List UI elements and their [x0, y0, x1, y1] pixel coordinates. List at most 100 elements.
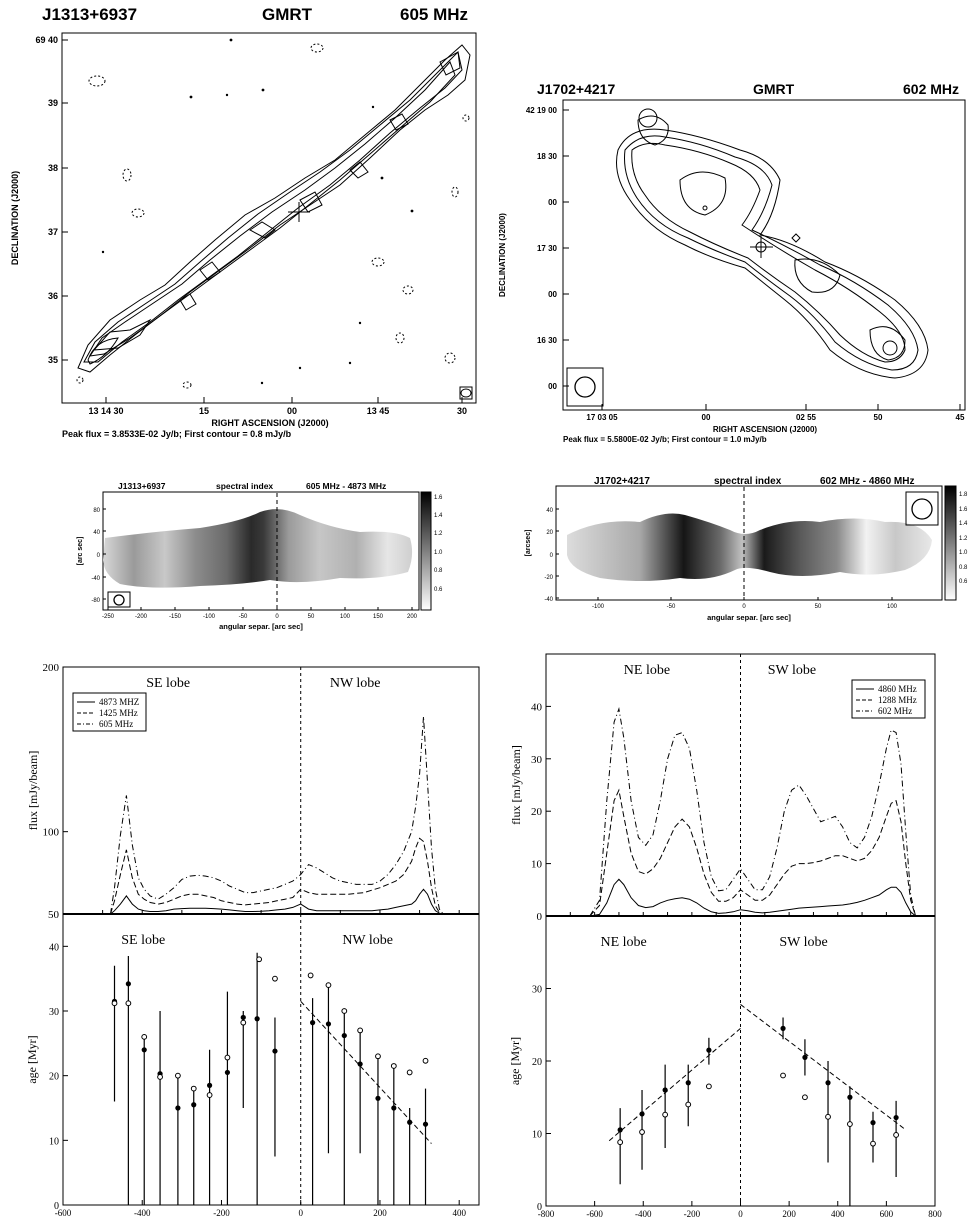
filled-point: [341, 1032, 347, 1039]
map-left-xtick-label: 13 14 30: [88, 406, 123, 416]
lobe-label: SW lobe: [768, 663, 816, 678]
filled-point: [272, 1048, 278, 1054]
legend-box: [851, 679, 926, 719]
open-point: [685, 1101, 692, 1108]
y-tick-label: 20: [49, 1072, 59, 1083]
map-right-beam-box: [566, 367, 604, 407]
map-right-telescope: GMRT: [753, 81, 795, 97]
spix-left-colorbar: [420, 491, 432, 611]
filled-point: [254, 1016, 260, 1022]
filled-point: [191, 1102, 197, 1108]
x-tick-label: 0: [298, 1208, 303, 1218]
spix-right-colorbar: [944, 485, 957, 601]
filled-point: [802, 1054, 808, 1060]
spix-right-map: [567, 513, 932, 581]
spectral-index-left: J1313+6937 spectral index 605 MHz - 4873…: [77, 481, 443, 631]
open-point: [141, 1033, 148, 1040]
spix-right-ytick-label: 20: [546, 530, 553, 536]
spix-left-ytick-label: 80: [93, 508, 100, 514]
y-axis-label: age [Myr]: [508, 1037, 522, 1085]
spix-left-beam: [113, 594, 125, 606]
y-tick-label: 40: [49, 942, 59, 953]
open-point: [390, 1063, 397, 1069]
map-right-ytick-label: 17 30: [537, 244, 558, 253]
open-point: [256, 956, 263, 963]
map-left-xtick-label: 00: [287, 406, 297, 416]
map-left-source: J1313+6937: [42, 5, 137, 24]
spix-right-source: J1702+4217: [594, 476, 650, 487]
map-left-ytick-label: 38: [48, 163, 58, 173]
y-tick-label: 30: [531, 754, 543, 766]
filled-point: [422, 1121, 429, 1127]
spix-right-frame: [555, 485, 943, 601]
map-right-contours: [616, 108, 929, 379]
map-left-ytick-label: 37: [48, 227, 58, 237]
y-tick-label: 10: [531, 859, 543, 871]
filled-point: [206, 1082, 213, 1088]
filled-point: [325, 1021, 332, 1027]
map-right-xtick-label: 45: [956, 413, 965, 422]
spix-left-xtick-label: -50: [239, 614, 248, 620]
x-tick-label: 400: [831, 1209, 845, 1218]
open-point: [705, 1083, 712, 1090]
filled-point: [847, 1094, 853, 1100]
x-tick-label: 0: [738, 1209, 743, 1218]
legend-label: 602 MHz: [878, 706, 912, 716]
series-line: [589, 707, 916, 917]
spix-left-xtick-label: 200: [407, 614, 418, 620]
map-left-specks: [101, 38, 414, 385]
open-point: [272, 975, 278, 982]
open-point: [375, 1053, 381, 1060]
open-point: [357, 1027, 364, 1034]
spix-right-colorbar-label: 0.8: [959, 565, 968, 571]
map-left-footer: Peak flux = 3.8533E-02 Jy/b; First conto…: [62, 429, 292, 439]
spix-left-xtick-label: -100: [203, 614, 216, 620]
map-right-ytick-label: 18 30: [537, 152, 558, 161]
open-point: [639, 1129, 645, 1135]
radio-map-right: J1702+4217 GMRT 602 MHz 42 19 00 18 30 00 1…: [498, 81, 966, 444]
open-point: [825, 1113, 831, 1120]
open-point: [174, 1072, 181, 1079]
spix-left-colorbar-label: 0.6: [434, 587, 443, 593]
lobe-label: NE lobe: [624, 663, 670, 678]
x-tick-label: -200: [684, 1209, 701, 1218]
y-axis-label: flux [mJy/beam]: [509, 745, 523, 825]
map-right-xlabel: RIGHT ASCENSION (J2000): [713, 425, 818, 434]
map-right-freq: 602 MHz: [903, 81, 959, 97]
filled-point: [780, 1025, 786, 1031]
spix-right-ylabel: [arcsec]: [525, 530, 532, 557]
open-point: [157, 1074, 163, 1080]
y-tick-label: 0: [54, 1201, 59, 1212]
spix-left-colorbar-label: 1.6: [434, 495, 443, 501]
spix-left-ytick-label: 40: [93, 530, 100, 536]
map-right-ylabel: DECLINATION (J2000): [498, 213, 507, 297]
spix-left-xtick-label: -250: [102, 614, 115, 620]
lobe-label: SE lobe: [146, 676, 190, 691]
x-tick-label: 800: [928, 1209, 942, 1218]
series-line: [110, 888, 444, 915]
flux-profile-left: 200 100 50 flux [mJy/beam] SE lobe NW lobe 487…: [26, 662, 480, 921]
filled-point: [310, 1020, 316, 1026]
map-right-ytick-label: 00: [548, 382, 557, 391]
open-point: [240, 1019, 247, 1026]
legend-label: 4873 MHZ: [99, 697, 139, 707]
spix-left-ytick-label: -40: [91, 576, 100, 582]
map-right-frame: [562, 99, 966, 411]
open-point: [422, 1057, 429, 1064]
spix-right-title: spectral index: [714, 476, 782, 487]
spix-left-ytick-label: 0: [97, 553, 101, 559]
spix-left-ylabel: [arc sec]: [77, 537, 84, 566]
fit-line: [300, 1000, 432, 1144]
filled-point: [357, 1061, 363, 1067]
spix-left-colorbar-label: 0.8: [434, 568, 443, 574]
open-point: [125, 1000, 132, 1007]
lobe-label: NW lobe: [330, 676, 381, 691]
spix-left-colorbar-label: 1.4: [434, 513, 443, 519]
spix-left-map: [103, 509, 413, 588]
open-point: [224, 1054, 231, 1061]
map-left-freq: 605 MHz: [400, 5, 468, 24]
spix-right-colorbar-label: 1.0: [959, 550, 968, 556]
x-tick-label: -600: [586, 1209, 603, 1218]
spix-left-xtick-label: -200: [135, 614, 148, 620]
